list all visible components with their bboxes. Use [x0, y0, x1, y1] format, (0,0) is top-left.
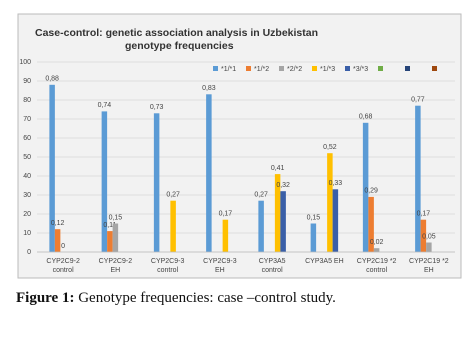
legend-swatch: [246, 66, 251, 71]
data-label: 0,05: [422, 233, 436, 240]
data-label: 0: [61, 243, 65, 250]
data-label: 0,27: [254, 192, 268, 199]
bar: [49, 84, 55, 252]
bar: [107, 231, 113, 252]
bar: [101, 111, 108, 253]
y-tick-label: 50: [23, 154, 31, 161]
x-tick-label: CYP3A5 EH: [305, 258, 344, 265]
bar: [54, 229, 61, 252]
chart-title: Case-control: genetic association analys…: [35, 27, 318, 39]
x-tick-label: CYP2C9-3 EH: [203, 258, 237, 274]
data-label: 0,17: [219, 211, 233, 218]
bar: [362, 122, 369, 252]
x-tick-label: CYP2C19 *2 control: [356, 258, 397, 274]
data-label: 0,33: [329, 180, 343, 187]
bar: [415, 105, 421, 252]
chart-subtitle: genotype frequencies: [125, 40, 234, 52]
y-tick-label: 80: [23, 97, 31, 104]
data-label: 0,73: [150, 104, 164, 111]
bar: [170, 200, 176, 252]
bar: [258, 200, 264, 252]
caption-text: Genotype frequencies: case –control stud…: [78, 290, 336, 306]
y-tick-label: 10: [23, 230, 31, 237]
legend-swatch: [213, 66, 218, 71]
data-label: 0,17: [417, 211, 431, 218]
data-label: 0,83: [202, 85, 216, 92]
data-label: 0,11: [103, 222, 116, 229]
data-label: 0,29: [364, 188, 378, 195]
bar: [426, 242, 432, 252]
y-tick-label: 100: [19, 59, 31, 66]
x-tick-label: CYP2C9-2 control: [46, 258, 80, 274]
data-label: 0,02: [370, 239, 384, 246]
data-label: 0,77: [411, 97, 425, 104]
legend-swatch: [279, 66, 284, 71]
legend-swatch: [405, 66, 410, 71]
x-tick-label: CYP2C19 *2 EH: [409, 258, 449, 274]
legend-label: *1/*1: [221, 66, 236, 73]
caption: Figure 1: Genotype frequencies: case –co…: [16, 290, 336, 307]
bar: [112, 223, 119, 252]
y-tick-label: 30: [23, 192, 31, 199]
legend-swatch: [432, 66, 437, 71]
y-tick-label: 0: [27, 249, 31, 256]
legend-label: *2/*2: [287, 66, 302, 73]
bar: [222, 219, 229, 252]
data-label: 0,12: [51, 220, 65, 227]
caption-label: Figure 1:: [16, 290, 75, 306]
bar: [206, 94, 212, 252]
bar: [153, 113, 160, 252]
data-label: 0,27: [166, 192, 180, 199]
data-label: 0,41: [271, 165, 285, 172]
data-label: 0,15: [307, 214, 321, 221]
y-tick-label: 90: [23, 78, 31, 85]
y-tick-label: 20: [23, 211, 31, 218]
x-tick-label: CYP3A5 control: [258, 258, 286, 274]
bar: [368, 196, 374, 252]
data-label: 0,52: [323, 144, 337, 151]
x-tick-label: CYP2C9-2 EH: [98, 258, 133, 274]
legend-label: *1/*2: [254, 66, 269, 73]
bar: [327, 153, 333, 252]
legend-label: *3/*3: [353, 66, 368, 73]
bar: [373, 248, 380, 252]
bar: [274, 174, 281, 252]
y-tick-label: 60: [23, 135, 31, 142]
bar: [310, 223, 317, 252]
y-tick-label: 40: [23, 173, 31, 180]
data-label: 0,32: [276, 182, 290, 189]
x-tick-label: CYP2C9-3 control: [150, 258, 185, 274]
bar: [332, 189, 339, 252]
legend-swatch: [345, 66, 350, 71]
data-label: 0,68: [359, 114, 373, 121]
legend-swatch: [312, 66, 317, 71]
legend-swatch: [378, 66, 383, 71]
bar: [280, 191, 286, 252]
data-label: 0,88: [45, 76, 59, 83]
data-label: 0,15: [109, 214, 123, 221]
chart-background: [17, 13, 462, 279]
y-tick-label: 70: [23, 116, 31, 123]
legend-label: *1/*3: [320, 66, 335, 73]
chart: Case-control: genetic association analys…: [17, 13, 462, 279]
bar: [420, 219, 427, 252]
data-label: 0,74: [98, 102, 112, 109]
